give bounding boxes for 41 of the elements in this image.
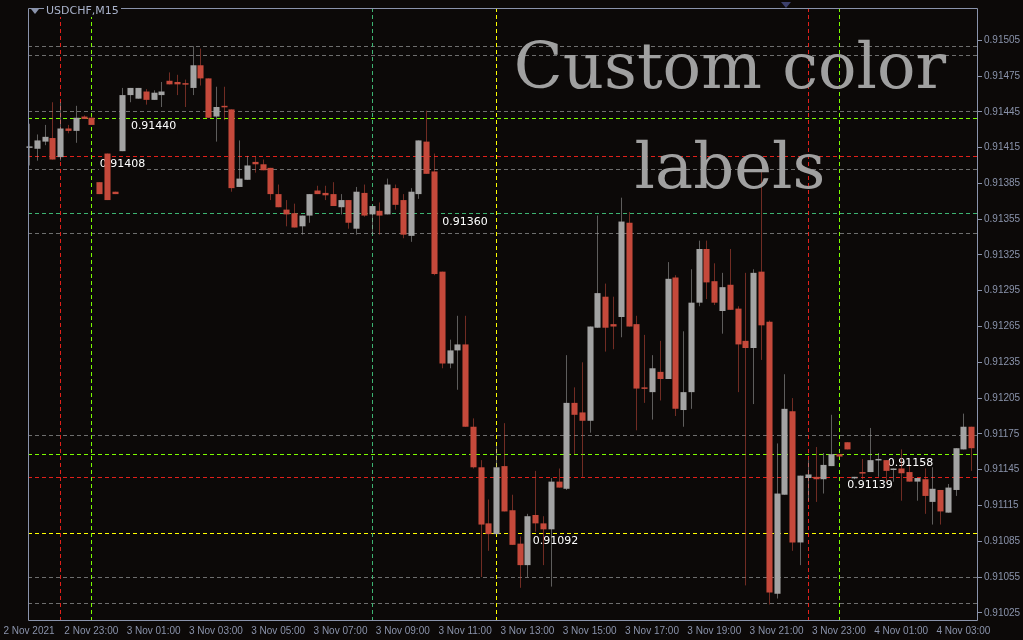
- x-tick-label: 3 Nov 13:00: [500, 624, 555, 636]
- annotation: 0.91092: [532, 534, 579, 548]
- y-tick-label: 0.91355: [984, 212, 1021, 224]
- y-tick-label: 0.91205: [984, 391, 1021, 403]
- x-tick-label: 3 Nov 05:00: [251, 624, 306, 636]
- x-tick-label: 2 Nov 23:00: [64, 624, 119, 636]
- annotation: 0.91440: [130, 119, 177, 133]
- x-tick-label: 3 Nov 15:00: [562, 624, 618, 636]
- x-tick-label: 2 Nov 2021: [3, 624, 56, 636]
- candlestick: [890, 467, 897, 483]
- y-tick-label: 0.91325: [984, 248, 1021, 260]
- annotation: Custom color labels: [512, 28, 948, 205]
- x-tick-label: 3 Nov 19:00: [687, 624, 742, 636]
- y-tick-label: 0.91115: [984, 499, 1020, 511]
- y-tick-label: 0.91055: [984, 570, 1021, 582]
- x-tick-label: 3 Nov 11:00: [438, 624, 493, 636]
- y-tick-label: 0.91175: [984, 427, 1020, 439]
- y-tick-label: 0.91025: [984, 606, 1021, 618]
- x-tick-label: 3 Nov 21:00: [749, 624, 804, 636]
- x-tick-label: 4 Nov 01:00: [874, 624, 929, 636]
- annotation: 0.91139: [847, 478, 893, 492]
- x-tick-label: 4 Nov 03:00: [936, 624, 991, 636]
- x-tick-label: 3 Nov 01:00: [126, 624, 182, 636]
- annotation: 0.91360: [442, 214, 488, 228]
- y-tick-label: 0.91265: [984, 320, 1021, 332]
- y-tick-label: 0.91445: [984, 105, 1021, 117]
- chart-title: USDCHF,M15: [44, 4, 121, 17]
- y-tick-label: 0.91145: [984, 463, 1020, 475]
- x-tick-label: 3 Nov 09:00: [375, 624, 431, 636]
- y-tick-label: 0.91475: [984, 69, 1021, 81]
- y-tick-label: 0.91295: [984, 284, 1021, 296]
- x-tick-label: 3 Nov 03:00: [188, 624, 244, 636]
- x-tick-label: 3 Nov 07:00: [313, 624, 368, 636]
- x-tick-label: 3 Nov 23:00: [811, 624, 867, 636]
- y-tick-label: 0.91385: [984, 177, 1021, 189]
- y-tick-label: 0.91085: [984, 535, 1021, 547]
- y-tick-label: 0.91505: [984, 33, 1021, 45]
- annotation: 0.91158: [887, 455, 934, 469]
- x-tick-label: 3 Nov 17:00: [625, 624, 680, 636]
- y-tick-label: 0.91235: [984, 356, 1021, 368]
- y-tick-label: 0.91415: [984, 141, 1021, 153]
